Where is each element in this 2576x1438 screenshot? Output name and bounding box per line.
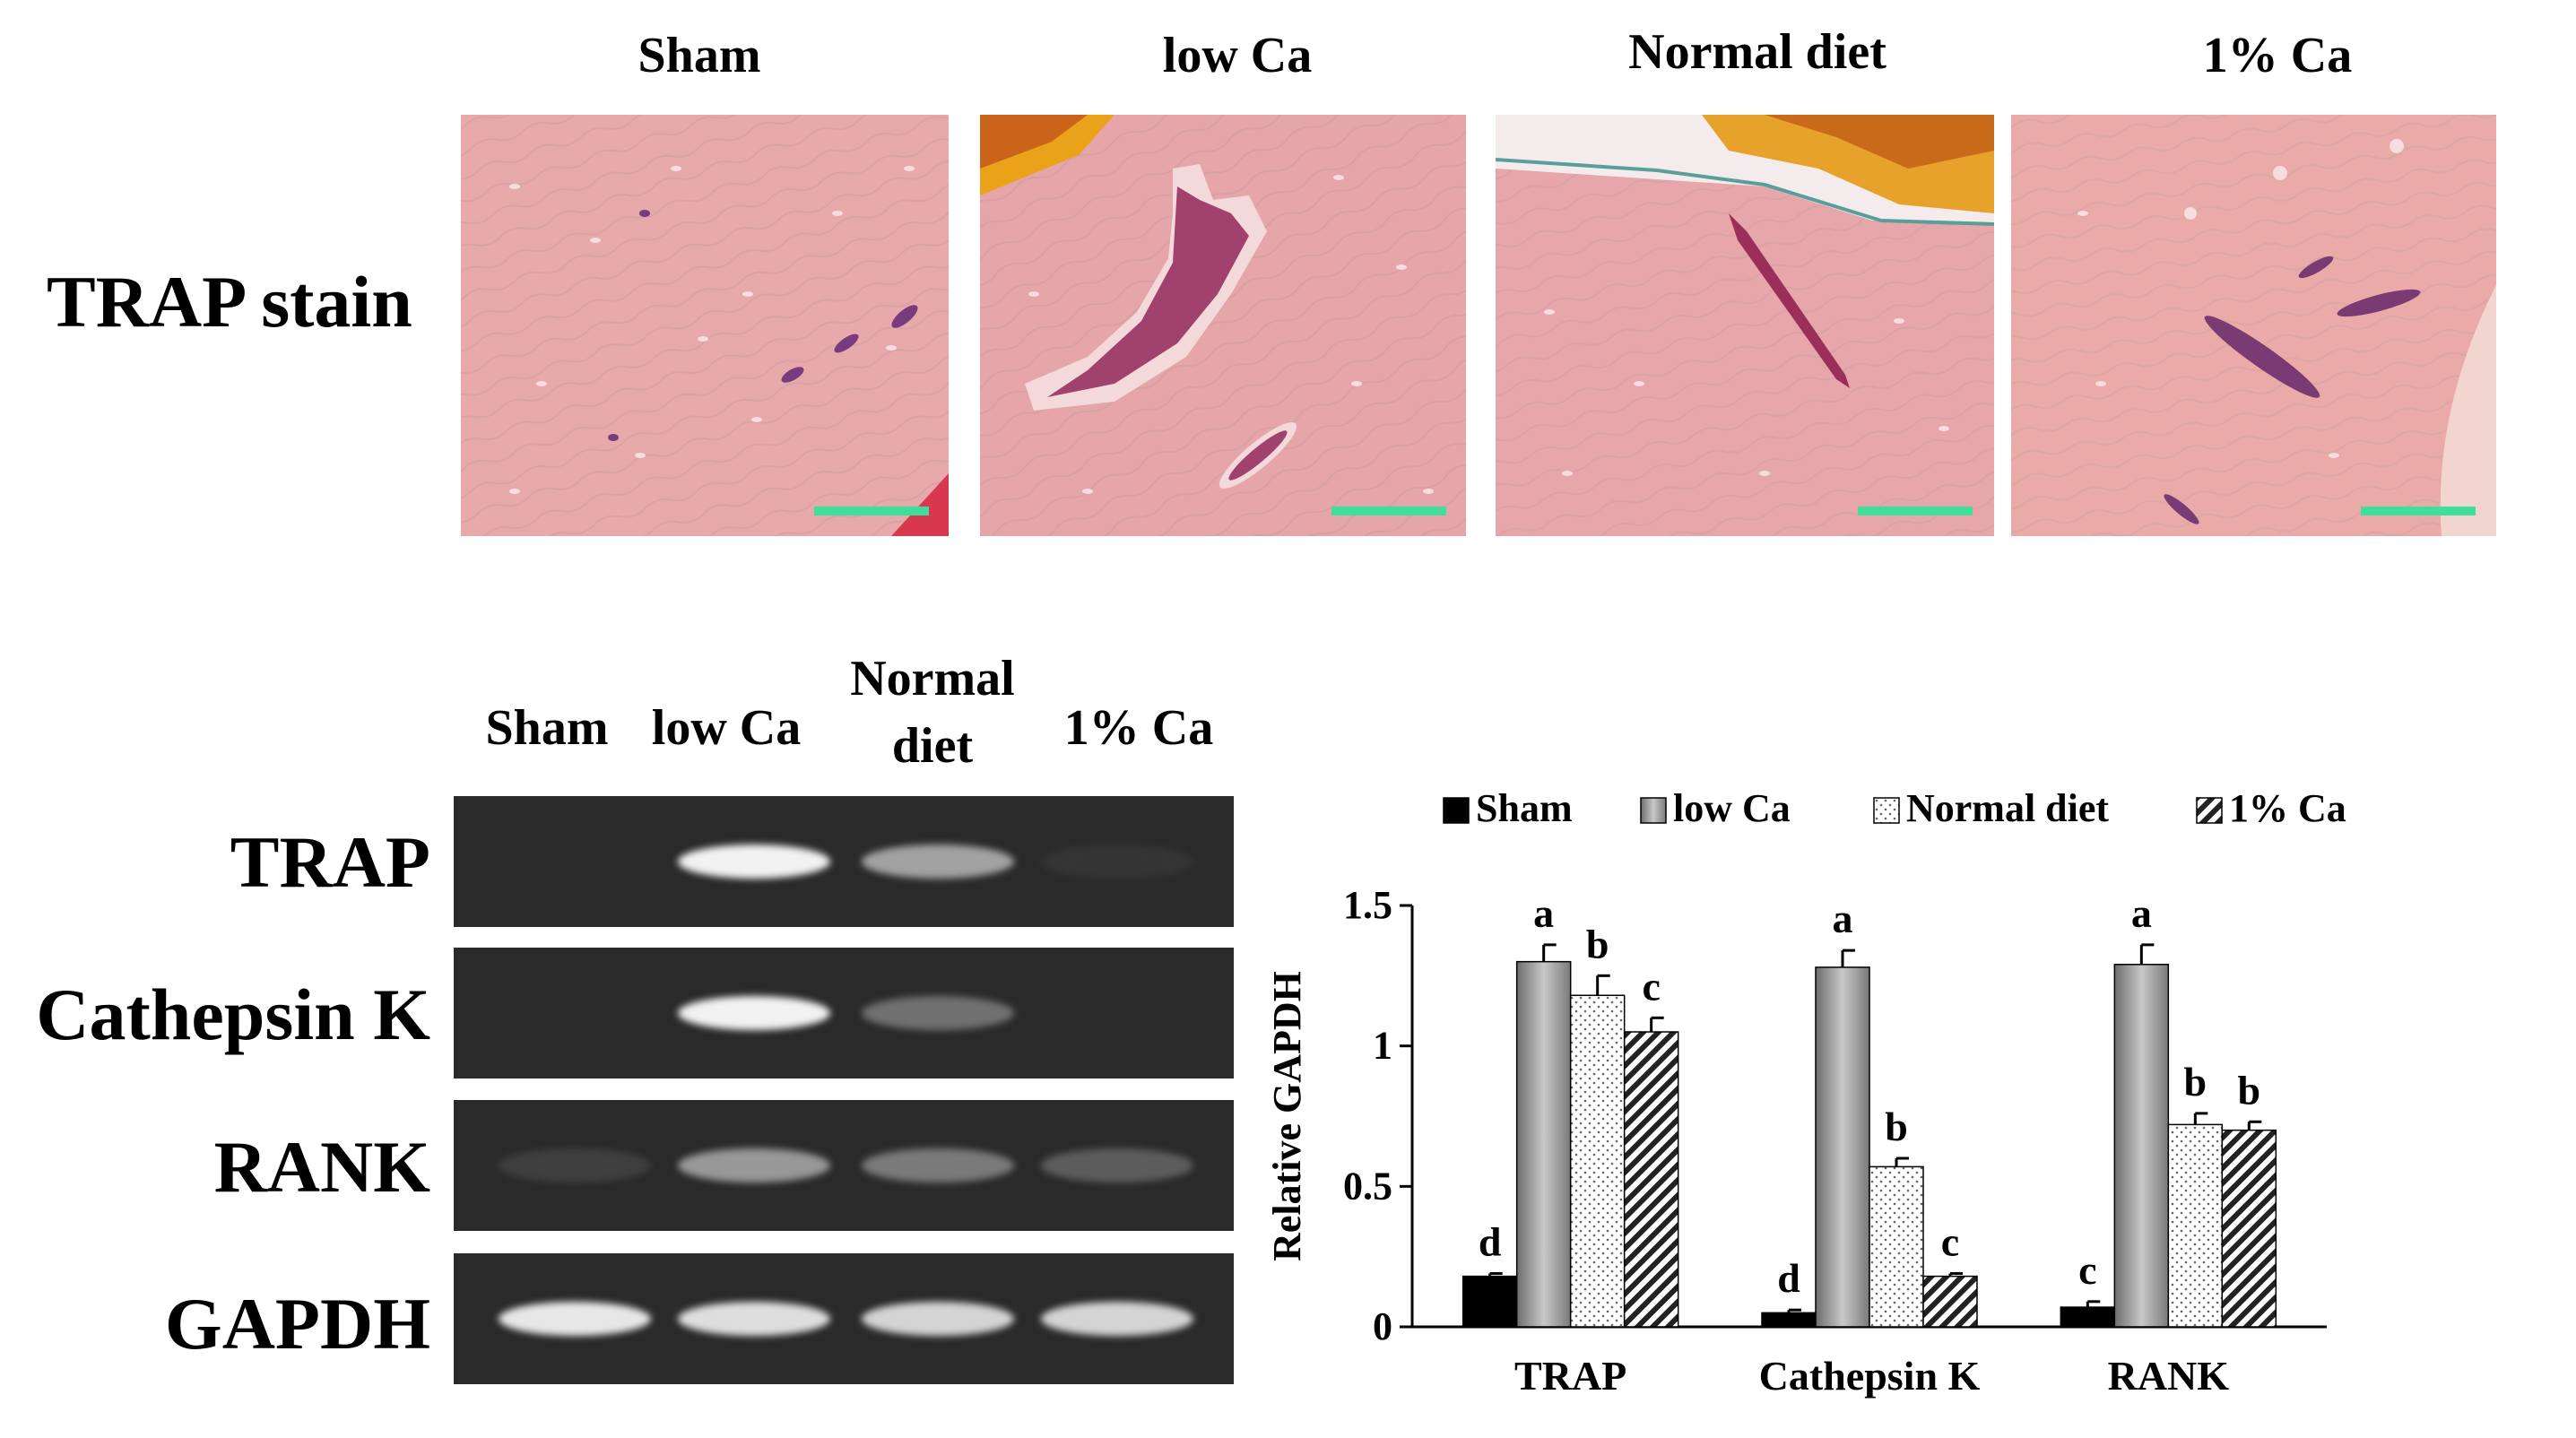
x-tick-label: TRAP bbox=[1514, 1353, 1626, 1399]
gel-band bbox=[862, 845, 1014, 879]
gel-band bbox=[1041, 1302, 1193, 1336]
legend-swatch bbox=[2196, 797, 2223, 824]
micrograph-1pct-ca bbox=[2011, 115, 2496, 536]
lane-label-1pct-ca: 1% Ca bbox=[1063, 700, 1214, 756]
bar-sham bbox=[2060, 1306, 2116, 1328]
legend-swatch bbox=[1873, 797, 1900, 824]
legend-label: 1% Ca bbox=[2229, 786, 2346, 830]
gel-strip-rank bbox=[454, 1100, 1234, 1231]
significance-letter: b bbox=[1586, 921, 1609, 966]
significance-letter: c bbox=[1941, 1218, 1959, 1264]
micrograph-normal-diet bbox=[1496, 115, 1994, 536]
gel-band bbox=[499, 1148, 651, 1182]
bar-low-ca bbox=[1815, 966, 1870, 1328]
gel-band bbox=[862, 1148, 1014, 1182]
significance-letter: a bbox=[2131, 890, 2152, 936]
scale-bar bbox=[2361, 507, 2476, 515]
gene-label-trap: TRAP bbox=[230, 821, 430, 903]
gel-strip-trap bbox=[454, 796, 1234, 927]
bar-1-ca bbox=[1623, 1031, 1679, 1328]
trap-stain-label: TRAP stain bbox=[47, 261, 412, 342]
bar-sham bbox=[1761, 1312, 1817, 1328]
micrograph-sham bbox=[461, 115, 949, 536]
bar-1-ca bbox=[1922, 1275, 1978, 1328]
significance-letter: d bbox=[1479, 1218, 1502, 1264]
group-title-1pct-ca: 1% Ca bbox=[2202, 28, 2353, 83]
bar-low-ca bbox=[2113, 964, 2170, 1328]
group-title-sham: Sham bbox=[637, 28, 761, 83]
legend-swatch bbox=[1443, 797, 1470, 824]
lane-label-normal: Normal bbox=[850, 651, 1015, 706]
x-tick-label: RANK bbox=[2108, 1353, 2230, 1399]
significance-letter: a bbox=[1833, 896, 1853, 941]
legend-label: Normal diet bbox=[1906, 786, 2109, 830]
gel-strip-gapdh bbox=[454, 1253, 1234, 1384]
lane-label-low-ca: low Ca bbox=[651, 700, 802, 756]
gel-band bbox=[678, 1302, 830, 1336]
y-tick-label: 0.5 bbox=[1343, 1164, 1392, 1208]
gel-band bbox=[678, 1148, 830, 1182]
significance-letter: d bbox=[1777, 1255, 1800, 1301]
legend-label: Sham bbox=[1476, 786, 1573, 830]
scale-bar bbox=[814, 507, 929, 515]
lane-label-diet: diet bbox=[891, 718, 974, 774]
legend-label: low Ca bbox=[1673, 786, 1791, 830]
group-title-normal-diet: Normal diet bbox=[1628, 24, 1886, 80]
x-tick-label: Cathepsin K bbox=[1759, 1353, 1981, 1399]
significance-letter: b bbox=[2238, 1067, 2261, 1113]
gel-band bbox=[1041, 1148, 1193, 1182]
significance-letter: b bbox=[2184, 1059, 2207, 1104]
gel-band bbox=[678, 845, 830, 879]
bar-1-ca bbox=[2221, 1129, 2277, 1328]
gene-label-rank: RANK bbox=[213, 1126, 430, 1208]
bar-normal-diet bbox=[2167, 1123, 2224, 1328]
lane-label-sham: Sham bbox=[485, 700, 609, 756]
gel-band bbox=[678, 996, 830, 1030]
y-tick-label: 1 bbox=[1373, 1024, 1392, 1068]
y-axis-label: Relative GAPDH bbox=[1265, 971, 1309, 1261]
bar-sham bbox=[1461, 1275, 1518, 1328]
gel-band bbox=[499, 1302, 651, 1336]
micrograph-low-ca bbox=[980, 115, 1466, 536]
significance-letter: b bbox=[1885, 1104, 1908, 1149]
bar-normal-diet bbox=[1869, 1165, 1924, 1328]
significance-letter: a bbox=[1533, 890, 1554, 936]
significance-letter: c bbox=[1642, 963, 1660, 1009]
y-tick-label: 1.5 bbox=[1343, 883, 1392, 927]
gel-strip-cathepsin-k bbox=[454, 948, 1234, 1078]
bar-normal-diet bbox=[1569, 994, 1626, 1328]
gel-band bbox=[1041, 845, 1193, 879]
gene-label-gapdh: GAPDH bbox=[164, 1283, 430, 1364]
group-title-low-ca: low Ca bbox=[1162, 28, 1313, 83]
significance-letter: c bbox=[2078, 1247, 2096, 1293]
scale-bar bbox=[1331, 507, 1446, 515]
y-tick-label: 0 bbox=[1373, 1304, 1392, 1348]
gel-band bbox=[862, 996, 1014, 1030]
scale-bar bbox=[1858, 507, 1973, 515]
gel-band bbox=[862, 1302, 1014, 1336]
gene-label-cathepsin-k: Cathepsin K bbox=[36, 974, 430, 1055]
bar-low-ca bbox=[1515, 960, 1572, 1328]
legend-swatch bbox=[1640, 797, 1667, 824]
